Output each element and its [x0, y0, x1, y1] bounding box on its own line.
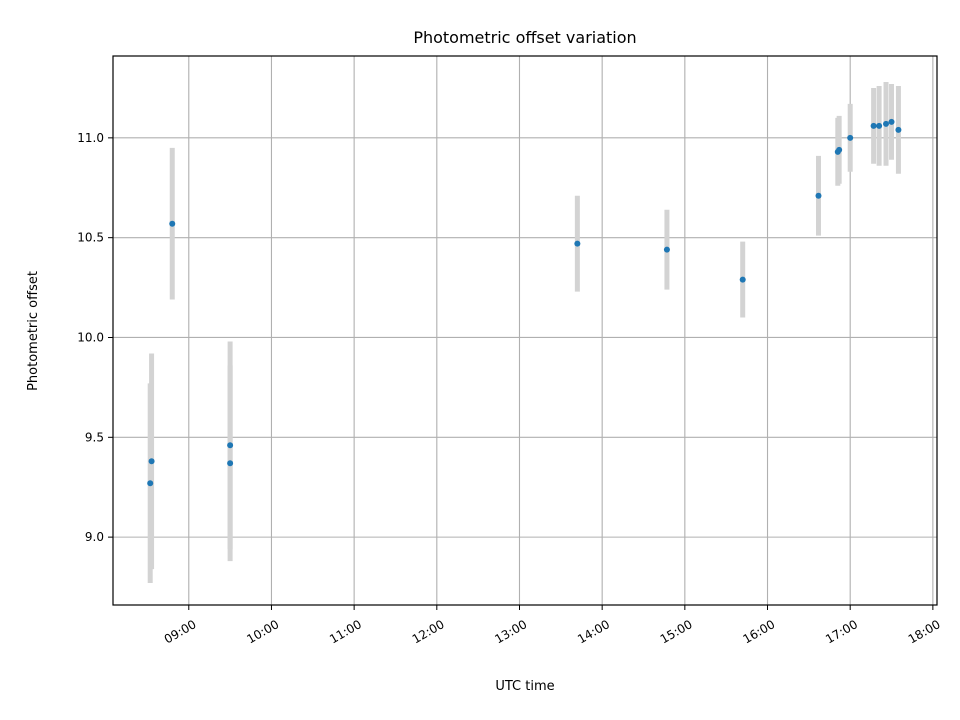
y-tick-label: 9.5 [85, 430, 104, 444]
data-layer [147, 81, 902, 584]
x-tick-label: 14:00 [575, 617, 612, 646]
x-tick-label: 13:00 [492, 617, 529, 646]
y-tick-label: 9.0 [85, 530, 104, 544]
x-tick-label: 10:00 [244, 617, 281, 646]
data-point [847, 134, 854, 141]
data-point [147, 480, 154, 487]
data-point [739, 276, 746, 283]
x-tick-label: 15:00 [658, 617, 695, 646]
data-point [169, 220, 176, 227]
x-tick-label: 12:00 [410, 617, 447, 646]
x-tick-label: 11:00 [327, 617, 364, 646]
data-point [876, 122, 883, 129]
data-point [148, 458, 155, 465]
data-point [895, 126, 902, 133]
x-tick-label: 09:00 [162, 617, 199, 646]
data-point [227, 460, 234, 467]
data-point [663, 246, 670, 253]
data-point [870, 122, 877, 129]
chart-title: Photometric offset variation [413, 28, 636, 47]
y-tick-label: 10.0 [77, 330, 104, 344]
data-point [227, 442, 234, 449]
grid-layer [113, 56, 937, 605]
y-tick-label: 10.5 [77, 231, 104, 245]
y-tick-label: 11.0 [77, 131, 104, 145]
x-tick-label: 18:00 [906, 617, 943, 646]
data-point [815, 192, 822, 199]
data-point [574, 240, 581, 247]
data-point [888, 118, 895, 125]
tick-layer: 09:00 10:00 11:00 12:00 13:00 14:00 15:00 16:00… [77, 131, 942, 647]
x-axis-label: UTC time [495, 679, 554, 694]
y-axis-label: Photometric offset [26, 271, 41, 391]
x-tick-label: 17:00 [823, 617, 860, 646]
data-point [883, 120, 890, 127]
plot-frame [112, 55, 938, 606]
x-tick-label: 16:00 [740, 617, 777, 646]
data-point [836, 146, 843, 153]
